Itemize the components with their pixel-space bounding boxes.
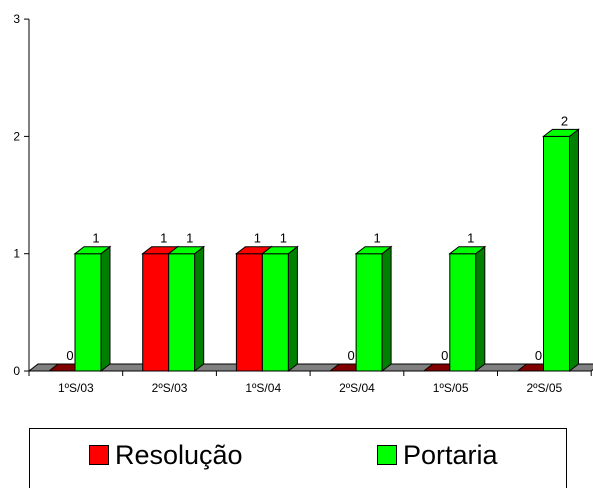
legend-label-resolucao: Resolução	[115, 440, 243, 470]
bar-front	[449, 253, 477, 372]
data-label: 1	[280, 231, 287, 246]
chart-floor	[27, 363, 593, 372]
legend-swatch-resolucao	[89, 445, 109, 465]
legend-item-portaria: Portaria	[377, 441, 498, 469]
bar-front	[543, 135, 570, 372]
chart-bars	[47, 128, 580, 373]
bar-portaria-1	[167, 245, 206, 373]
data-label: 1	[254, 231, 261, 246]
bar-front	[142, 253, 170, 372]
chart-axes	[24, 18, 592, 376]
data-label: 1	[160, 231, 167, 246]
legend-item-resolucao: Resolução	[89, 441, 243, 469]
legend-swatch-portaria	[377, 445, 397, 465]
bar-top	[73, 246, 112, 255]
bar-side	[475, 245, 486, 373]
bar-portaria-4	[448, 245, 487, 373]
bar-side	[194, 245, 205, 373]
x-tick-label: 1ºS/05	[433, 381, 469, 395]
x-tick-label: 2ºS/04	[339, 381, 375, 395]
data-label: 2	[561, 113, 568, 128]
data-label: 1	[373, 231, 380, 246]
bar-top	[260, 246, 299, 255]
data-label: 0	[441, 348, 448, 363]
x-tick-label: 2ºS/03	[152, 381, 188, 395]
bar-front	[74, 253, 102, 372]
y-tick-label: 2	[13, 129, 20, 143]
bar-portaria-5	[542, 128, 580, 373]
bar-portaria-2	[260, 245, 299, 373]
bar-side	[100, 245, 111, 373]
bar-top	[354, 246, 393, 255]
data-label: 1	[467, 231, 474, 246]
chart-floor-plane	[27, 363, 593, 372]
data-label: 0	[66, 348, 73, 363]
data-label: 0	[347, 348, 354, 363]
bar-side	[569, 128, 579, 373]
y-tick-label: 1	[13, 247, 20, 261]
x-tick-label: 1ºS/03	[58, 381, 94, 395]
y-tick-label: 3	[13, 12, 20, 26]
bar-front	[168, 253, 196, 372]
y-tick-label: 0	[13, 364, 20, 378]
bar-chart: 0 1 2 3 1ºS/03 2ºS/03 1ºS/04 2ºS/04 1ºS/05 2ºS/05…	[13, 12, 593, 395]
bar-side	[381, 245, 392, 373]
bar-portaria-3	[354, 245, 393, 373]
x-tick-label: 2ºS/05	[526, 381, 562, 395]
bar-side	[287, 245, 298, 373]
data-label: 1	[92, 231, 99, 246]
legend: Resolução Portaria	[29, 428, 567, 488]
bar-top	[542, 128, 580, 137]
data-label: 1	[186, 231, 193, 246]
data-label: 0	[535, 348, 542, 363]
bar-top	[448, 246, 487, 255]
x-tick-label: 1ºS/04	[245, 381, 281, 395]
chart-labels: 0 1 2 3 1ºS/03 2ºS/03 1ºS/04 2ºS/04 1ºS/05 2ºS/05…	[13, 12, 568, 395]
bar-front	[261, 253, 289, 372]
legend-label-portaria: Portaria	[403, 440, 498, 470]
bar-top	[167, 246, 206, 255]
bar-portaria-0	[73, 245, 112, 373]
bar-front	[235, 253, 263, 372]
bar-front	[355, 253, 383, 372]
